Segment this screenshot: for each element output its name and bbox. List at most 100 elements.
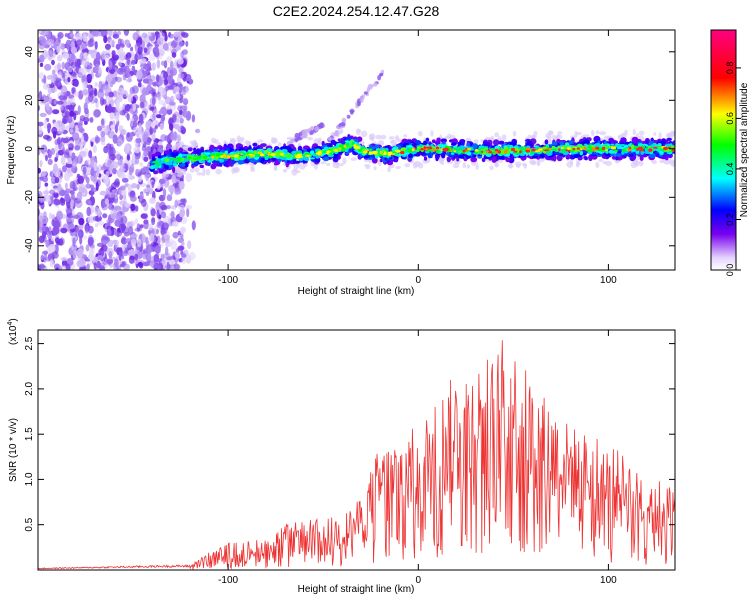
band-peak-blob <box>595 146 600 150</box>
noise-blob <box>136 223 141 232</box>
noise-blob <box>129 108 134 114</box>
noise-blob <box>135 168 139 177</box>
noise-blob <box>119 67 126 73</box>
band-outer-blob <box>435 154 439 162</box>
noise-blob <box>154 187 162 193</box>
noise-blob <box>65 163 73 168</box>
noise-blob <box>169 45 173 52</box>
noise-blob <box>123 30 130 36</box>
band-halo-blob <box>340 128 344 134</box>
spectrogram-ytick-label: 0 <box>24 146 35 152</box>
noise-blob <box>40 201 45 210</box>
noise-blob <box>60 43 66 50</box>
band-outer-blob <box>199 164 205 169</box>
noise-blob <box>53 163 58 173</box>
band-peak-blob <box>474 149 479 152</box>
band-halo-blob <box>512 130 517 137</box>
noise-blob <box>75 225 80 233</box>
branch-blob <box>301 129 307 135</box>
noise-blob <box>172 39 178 47</box>
band-halo-blob <box>624 129 628 135</box>
snr-ytick-label: 1.5 <box>24 427 35 441</box>
noise-blob <box>143 47 148 54</box>
branch-blob <box>370 84 374 88</box>
noise-blob <box>73 68 79 76</box>
noise-blob <box>73 79 79 87</box>
band-blue-blob <box>212 148 219 152</box>
noise-blob <box>118 167 126 172</box>
noise-blob <box>161 222 169 231</box>
band-cyan-blob <box>628 143 632 147</box>
noise-blob <box>78 224 84 229</box>
noise-blob <box>52 226 60 235</box>
band-peak-blob <box>583 146 588 150</box>
band-green-blob <box>156 163 162 167</box>
noise-blob <box>145 236 149 244</box>
noise-blob <box>101 240 109 244</box>
noise-blob <box>102 256 109 265</box>
noise-blob <box>70 166 75 173</box>
noise-blob <box>170 132 175 141</box>
noise-blob <box>141 32 148 38</box>
noise-blob <box>170 67 178 77</box>
noise-blob <box>141 87 149 96</box>
noise-blob <box>62 265 66 270</box>
band-blue-blob <box>323 156 329 162</box>
band-halo-blob <box>556 134 560 138</box>
band-halo-blob <box>489 165 494 171</box>
band-peak-blob <box>432 148 436 152</box>
noise-blob <box>129 86 135 95</box>
band-peak-blob <box>445 148 449 152</box>
noise-blob <box>161 258 166 266</box>
noise-blob <box>160 106 167 115</box>
band-halo-blob <box>317 137 322 143</box>
noise-blob <box>107 239 114 248</box>
noise-blob <box>80 134 84 144</box>
noise-blob <box>119 174 127 179</box>
noise-blob <box>168 185 175 193</box>
noise-blob <box>156 59 161 69</box>
noise-blob <box>89 117 94 123</box>
noise-blob <box>109 164 114 169</box>
noise-blob <box>160 114 166 122</box>
band-peak-blob <box>368 151 372 155</box>
band-outer-blob <box>153 170 159 175</box>
band-halo-blob <box>475 164 479 171</box>
noise-blob <box>55 152 59 158</box>
band-halo-blob <box>501 134 507 142</box>
band-green-blob <box>348 144 353 147</box>
noise-blob <box>126 132 130 138</box>
noise-blob <box>50 236 55 242</box>
noise-blob <box>148 223 154 231</box>
noise-blob <box>174 188 182 195</box>
noise-blob <box>158 99 166 106</box>
noise-blob <box>98 80 103 91</box>
noise-blob <box>90 168 95 177</box>
noise-blob <box>60 155 66 166</box>
noise-blob <box>61 98 67 109</box>
band-cyan-blob <box>610 143 615 146</box>
noise-blob <box>94 97 98 104</box>
noise-blob <box>160 134 167 142</box>
band-outer-blob <box>459 139 466 144</box>
noise-blob <box>140 58 147 64</box>
noise-blob <box>102 213 108 219</box>
noise-blob <box>60 257 68 262</box>
noise-blob <box>76 173 81 179</box>
band-halo-blob <box>211 137 216 144</box>
noise-blob <box>66 207 73 217</box>
noise-blob <box>126 113 130 121</box>
noise-blob <box>135 205 139 212</box>
noise-blob <box>83 52 88 59</box>
band-halo-blob <box>530 134 536 139</box>
branch-blob <box>360 99 364 103</box>
band-peak-blob <box>601 146 606 150</box>
noise-blob <box>78 217 85 226</box>
noise-blob <box>88 150 93 159</box>
noise-blob <box>41 230 46 239</box>
band-halo-blob <box>638 130 645 136</box>
noise-blob <box>142 65 150 70</box>
noise-blob <box>85 228 89 234</box>
band-halo-blob <box>634 162 639 167</box>
band-green-blob <box>647 145 651 149</box>
